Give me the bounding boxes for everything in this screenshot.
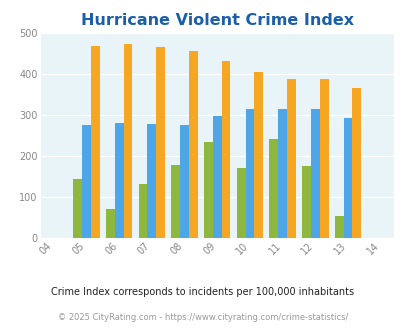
Bar [171, 165, 180, 238]
Bar [236, 168, 245, 238]
Bar [254, 72, 262, 238]
Bar [123, 44, 132, 238]
Bar [301, 166, 310, 238]
Bar [156, 47, 165, 238]
Bar [319, 79, 328, 238]
Bar [352, 88, 360, 238]
Legend: Hurricane, West Virginia, National: Hurricane, West Virginia, National [66, 329, 367, 330]
Bar [221, 61, 230, 238]
Text: © 2025 CityRating.com - https://www.cityrating.com/crime-statistics/: © 2025 CityRating.com - https://www.city… [58, 313, 347, 322]
Bar [343, 118, 352, 238]
Bar [334, 216, 343, 238]
Bar [180, 125, 188, 238]
Bar [138, 183, 147, 238]
Title: Hurricane Violent Crime Index: Hurricane Violent Crime Index [81, 13, 353, 28]
Bar [310, 109, 319, 238]
Bar [147, 124, 156, 238]
Bar [277, 109, 286, 238]
Bar [286, 79, 295, 238]
Bar [203, 142, 212, 238]
Bar [269, 139, 277, 238]
Bar [91, 46, 99, 238]
Bar [82, 125, 91, 238]
Bar [188, 51, 197, 238]
Bar [212, 116, 221, 238]
Bar [73, 180, 82, 238]
Text: Crime Index corresponds to incidents per 100,000 inhabitants: Crime Index corresponds to incidents per… [51, 287, 354, 297]
Bar [106, 209, 114, 238]
Bar [245, 109, 254, 238]
Bar [114, 123, 123, 238]
